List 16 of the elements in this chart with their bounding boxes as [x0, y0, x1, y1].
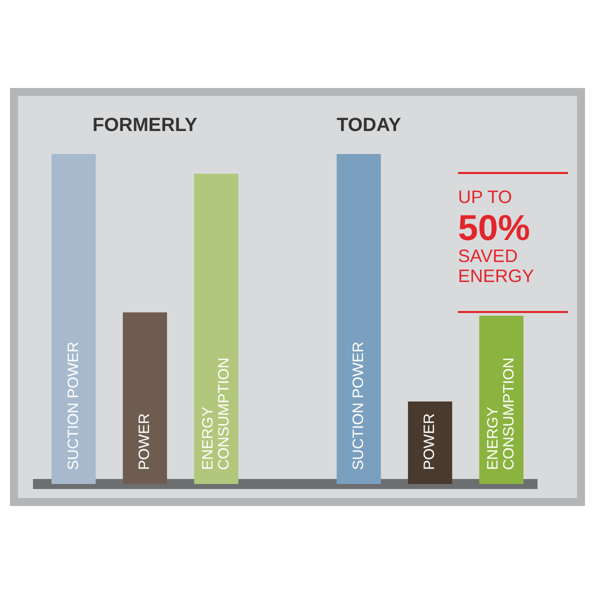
- x-tick-label: ENERGY CONSUMPTION: [484, 358, 518, 470]
- annotation: SAVED ENERGY: [458, 246, 536, 287]
- text: TODAY: [336, 115, 402, 136]
- annotation: 50%: [458, 206, 532, 248]
- bar: [52, 154, 96, 484]
- bar: [408, 402, 452, 484]
- annotation: UP TO: [458, 187, 514, 208]
- x-tick-label: SUCTION POWER: [350, 342, 367, 470]
- bar: [122, 312, 168, 484]
- x-tick-label: ENERGY CONSUMPTION: [199, 358, 232, 470]
- x-tick-label: SUCTION POWER: [64, 342, 82, 470]
- bar: [194, 174, 238, 484]
- bar: [336, 154, 381, 484]
- x-tick-label: POWER: [136, 413, 154, 470]
- x-tick-label: POWER: [421, 413, 438, 470]
- text: FORMERLY: [92, 115, 198, 136]
